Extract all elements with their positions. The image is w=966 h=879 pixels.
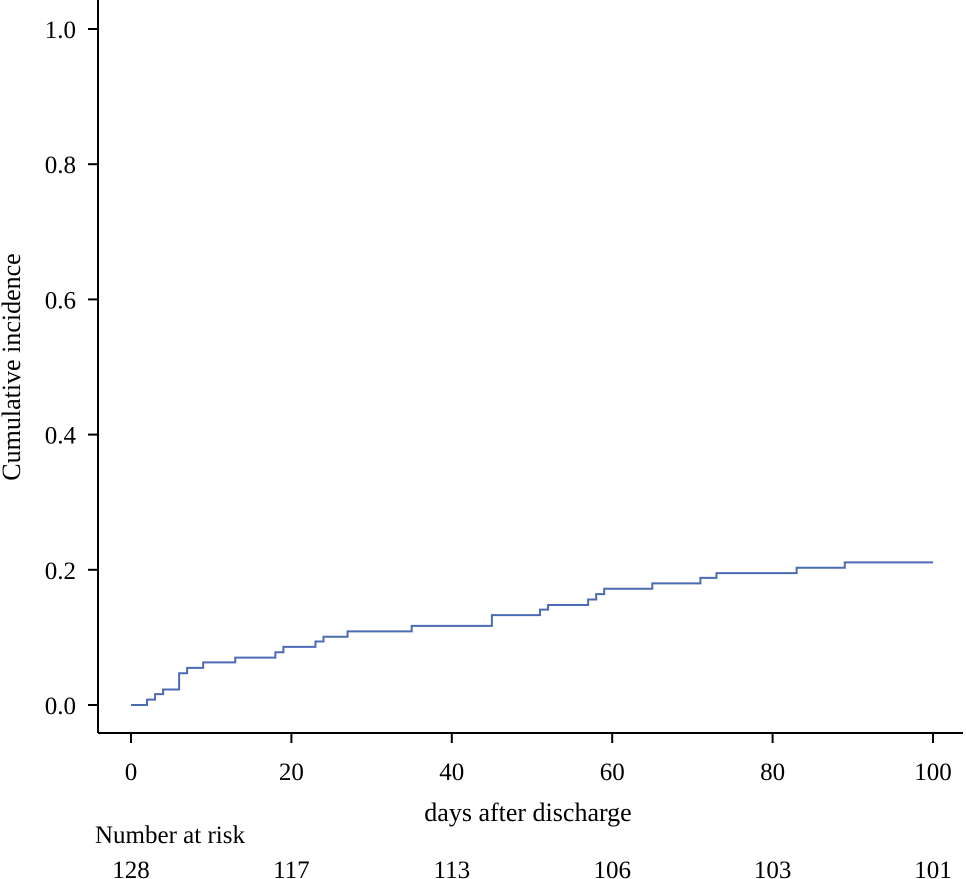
risk-table-title: Number at risk xyxy=(95,822,245,849)
x-tick-label: 60 xyxy=(600,759,625,786)
y-tick-label: 0.6 xyxy=(45,287,76,314)
risk-table-value: 113 xyxy=(434,857,471,879)
x-tick-label: 20 xyxy=(279,759,304,786)
risk-table: Number at risk 128 117 113 106 103 101 xyxy=(95,822,952,879)
x-tick-label: 0 xyxy=(125,759,138,786)
x-tick-label: 40 xyxy=(439,759,464,786)
y-tick-label: 0.0 xyxy=(45,693,76,720)
series-layer xyxy=(131,561,933,706)
x-tick-label: 100 xyxy=(914,759,952,786)
risk-table-value: 101 xyxy=(914,857,952,879)
x-axis-ticks: 0 20 40 60 80 100 xyxy=(125,733,952,786)
y-axis-ticks: 0.0 0.2 0.4 0.6 0.8 1.0 xyxy=(45,17,98,720)
axes xyxy=(97,0,963,734)
y-tick-label: 0.8 xyxy=(45,152,76,179)
x-axis-title: days after discharge xyxy=(424,798,631,827)
x-tick-label: 80 xyxy=(760,759,785,786)
cumulative-incidence-line xyxy=(131,561,933,706)
risk-table-value: 117 xyxy=(273,857,310,879)
risk-table-value: 106 xyxy=(593,857,631,879)
y-tick-label: 1.0 xyxy=(45,17,76,44)
risk-table-value: 103 xyxy=(754,857,792,879)
y-tick-label: 0.4 xyxy=(45,423,77,450)
risk-table-value: 128 xyxy=(112,857,150,879)
y-tick-label: 0.2 xyxy=(45,558,76,585)
y-axis-title: Cumulative incidence xyxy=(0,253,26,480)
